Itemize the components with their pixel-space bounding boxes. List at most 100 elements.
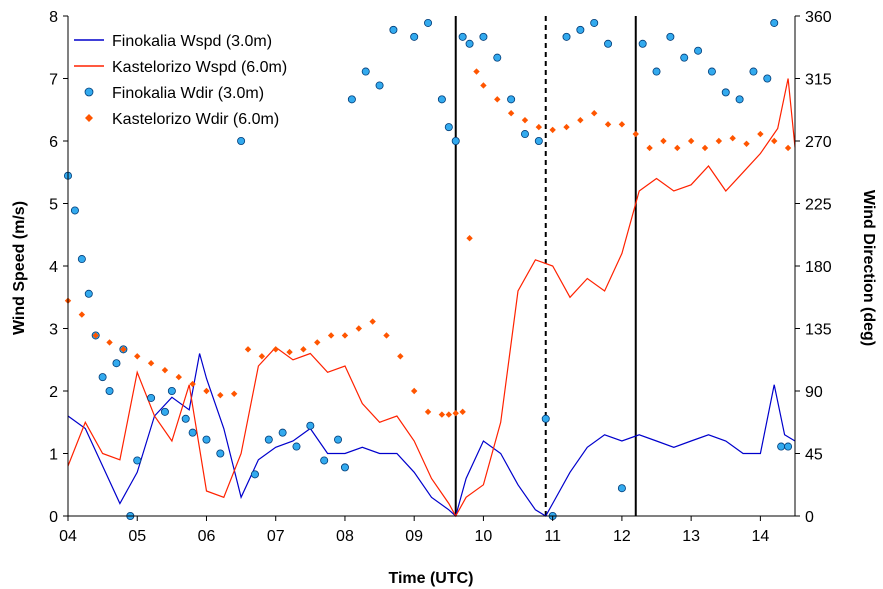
finokalia-wdir-point [576, 25, 585, 34]
legend: Finokalia Wspd (3.0m) Kastelorizo Wspd (6… [74, 33, 287, 128]
finokalia-wdir-point [451, 136, 460, 145]
kastelorizo-wdir-point [92, 332, 99, 339]
finokalia-wdir-point [562, 32, 571, 41]
kastelorizo-wdir-point [258, 353, 266, 360]
legend-label: Finokalia Wspd (3.0m) [112, 33, 272, 50]
finokalia-wdir-point [707, 67, 716, 76]
y2-tick-label: 135 [805, 322, 832, 339]
finokalia-wdir-point [112, 359, 121, 368]
kastelorizo-wdir-point [591, 110, 598, 117]
kastelorizo-wdir-point [134, 353, 141, 360]
finokalia-wdir-point [541, 414, 550, 423]
x-tick-label: 13 [682, 528, 700, 545]
x-tick-label: 07 [267, 528, 285, 545]
kastelorizo-wdir-point [397, 353, 404, 360]
finokalia-wdir-point [604, 39, 613, 48]
x-tick-label: 10 [475, 528, 493, 545]
y-tick-label: 8 [49, 9, 58, 26]
kastelorizo-wdir-point [674, 144, 681, 152]
kastelorizo-wdir-point [161, 366, 169, 374]
finokalia-wdir-point [465, 39, 474, 48]
finokalia-wdir-point [784, 442, 793, 451]
finokalia-wdir-point [507, 95, 516, 104]
finokalia-wdir-point [694, 46, 703, 55]
finokalia-wdir-point [237, 136, 246, 145]
finokalia-wdir-point [181, 414, 190, 423]
finokalia-wdir-point [458, 32, 467, 41]
finokalia-wdir-point [770, 18, 779, 27]
kastelorizo-wdir-point [466, 235, 473, 242]
finokalia-wdir-point [77, 255, 86, 264]
finokalia-wdir-point [617, 484, 626, 493]
finokalia-wdir-point [479, 32, 488, 41]
kastelorizo-wdir-point [507, 110, 515, 117]
kastelorizo-wdir-point [120, 346, 127, 353]
kastelorizo-wdir-point [452, 410, 459, 417]
kastelorizo-wdir-point [78, 311, 86, 318]
y2-axis-title: Wind Direction (deg) [860, 190, 877, 346]
finokalia-wdir-point [680, 53, 689, 62]
finokalia-wdir-point [105, 386, 114, 395]
finokalia-wdir-point [652, 67, 661, 76]
finokalia-wdir-point [160, 407, 169, 416]
y-tick-label: 2 [49, 384, 58, 401]
legend-label: Kastelorizo Wspd (6.0m) [112, 59, 287, 76]
x-tick-label: 05 [128, 528, 146, 545]
finokalia-wdir-point [347, 95, 356, 104]
kastelorizo-wdir-point [341, 332, 349, 339]
finokalia-wdir-point [202, 435, 211, 444]
finokalia-wdir-point [278, 428, 287, 437]
finokalia-wdir-point [493, 53, 502, 62]
series-line-2 [67, 78, 796, 518]
finokalia-wdir-point [721, 88, 730, 97]
y-axis-title: Wind Speed (m/s) [11, 201, 28, 335]
kastelorizo-wdir-point [563, 123, 570, 131]
kastelorizo-wdir-point [632, 130, 639, 138]
kastelorizo-wdir-point [604, 121, 612, 128]
y2-tick-label: 180 [805, 259, 832, 276]
finokalia-wdir-point [389, 25, 398, 34]
legend-label: Kastelorizo Wdir (6.0m) [112, 111, 279, 128]
legend-label: Finokalia Wdir (3.0m) [112, 85, 264, 102]
kastelorizo-wdir-point [687, 137, 695, 145]
kastelorizo-wdir-point [272, 346, 279, 353]
finokalia-wdir-point [763, 74, 772, 83]
y2-tick-label: 360 [805, 9, 832, 26]
finokalia-wdir-point [410, 32, 419, 41]
finokalia-wdir-point [424, 18, 433, 27]
finokalia-wdir-point [361, 67, 370, 76]
y-tick-label: 5 [49, 197, 58, 214]
finokalia-wdir-point [444, 123, 453, 132]
finokalia-wdir-point [735, 95, 744, 104]
y-tick-label: 3 [49, 322, 58, 339]
kastelorizo-wdir-point [410, 387, 418, 395]
kastelorizo-wdir-point [230, 390, 238, 397]
kastelorizo-wdir-point [147, 360, 155, 367]
kastelorizo-wdir-point [701, 144, 709, 152]
y-tick-label: 1 [49, 447, 58, 464]
finokalia-wdir-point [84, 289, 93, 298]
x-tick-label: 11 [544, 528, 561, 545]
finokalia-wdir-point [98, 373, 107, 382]
kastelorizo-wdir-point [729, 135, 736, 142]
x-axis-title: Time (UTC) [388, 570, 473, 587]
kastelorizo-wdir-point [438, 411, 446, 418]
finokalia-wdir-point [666, 32, 675, 41]
x-tick-label: 12 [613, 528, 631, 545]
kastelorizo-wdir-point [577, 116, 584, 124]
y2-tick-label: 0 [805, 509, 814, 526]
finokalia-wdir-point [520, 130, 529, 139]
finokalia-wdir-point [320, 456, 329, 465]
finokalia-wdir-point [264, 435, 273, 444]
kastelorizo-wdir-point [715, 137, 723, 145]
kastelorizo-wdir-point [175, 373, 182, 381]
kastelorizo-wdir-point [660, 137, 667, 145]
finokalia-wdir-point [188, 428, 197, 437]
kastelorizo-wdir-point [743, 140, 750, 147]
y-tick-label: 7 [49, 72, 58, 89]
x-tick-label: 04 [59, 528, 77, 545]
kastelorizo-wdir-point [784, 144, 792, 152]
kastelorizo-wdir-point [757, 130, 764, 138]
